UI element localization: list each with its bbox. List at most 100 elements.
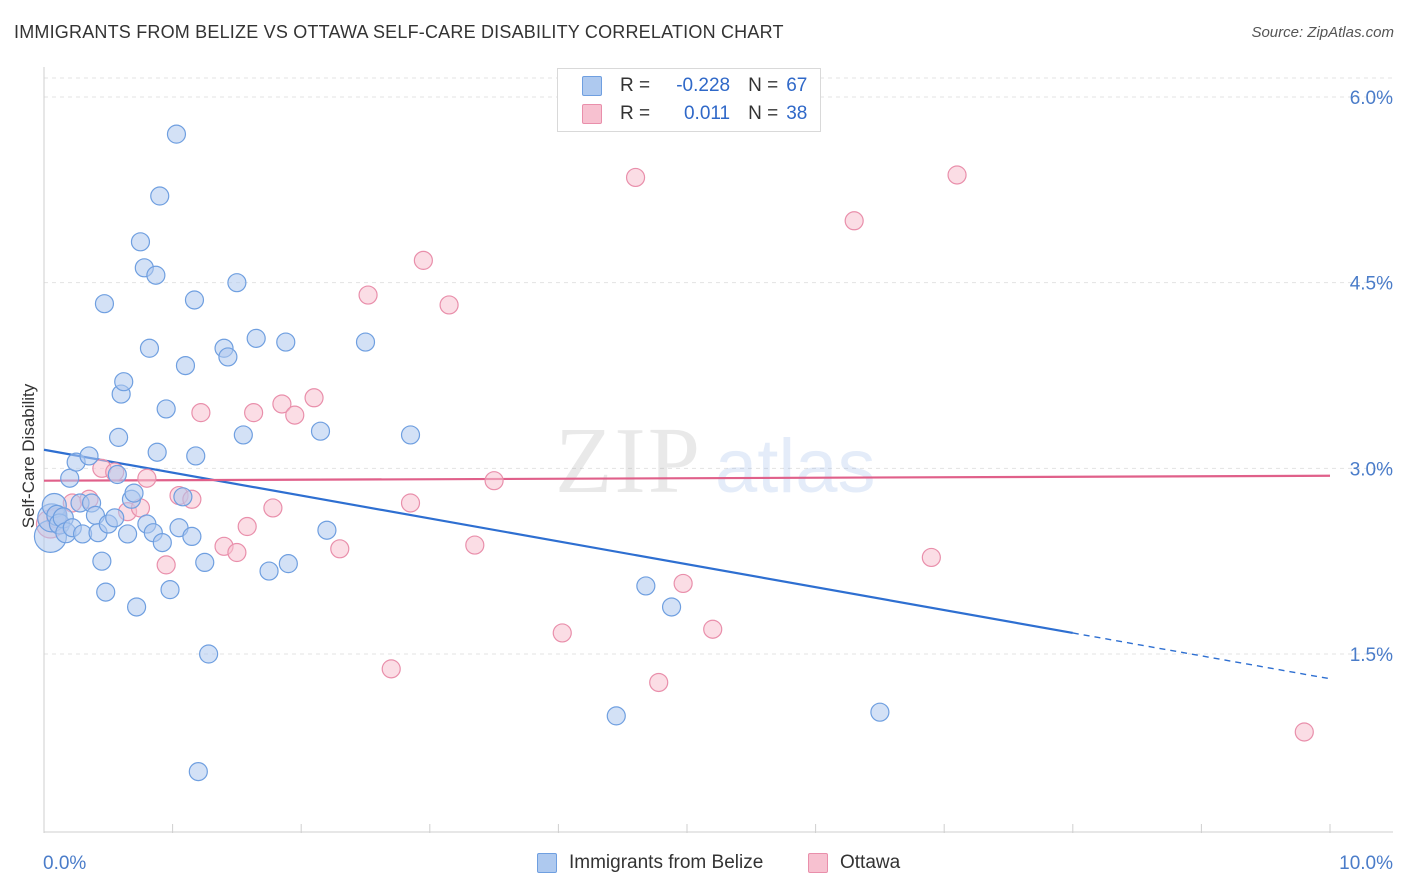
belize-point xyxy=(156,399,176,419)
belize-point xyxy=(96,582,116,602)
ottawa-point xyxy=(191,403,211,423)
watermark: ZIP atlas xyxy=(555,409,876,513)
belize-point xyxy=(184,290,205,310)
belize-point xyxy=(188,761,208,782)
belize-point xyxy=(400,425,421,445)
belize-point xyxy=(152,532,172,553)
ottawa-point xyxy=(413,250,433,270)
belize-point xyxy=(186,446,206,466)
source-label: Source: ZipAtlas.com xyxy=(1251,24,1394,41)
belize-point xyxy=(870,702,890,722)
trendlines xyxy=(43,448,1331,680)
ottawa-point xyxy=(358,285,378,305)
belize-point xyxy=(126,597,147,617)
belize-point xyxy=(114,372,134,392)
bottom-legend-label-belize: Immigrants from Belize xyxy=(569,852,764,873)
belize-point xyxy=(130,232,151,252)
ottawa-point xyxy=(227,542,247,563)
belize-point xyxy=(636,576,656,596)
belize-point xyxy=(355,332,376,352)
belize-point xyxy=(160,580,180,600)
legend: R = -0.228 N = 67 R = 0.011 N = 38 xyxy=(557,68,821,132)
legend-r-value: 0.011 xyxy=(683,103,731,124)
belize-point xyxy=(246,328,266,348)
belize-point xyxy=(259,561,279,581)
ottawa-point xyxy=(381,659,401,679)
belize-point xyxy=(661,597,682,617)
trendline-belize-extension xyxy=(1072,632,1331,680)
ottawa-point xyxy=(649,672,669,693)
x-tick-label-max: 10.0% xyxy=(1339,853,1393,874)
ottawa-point xyxy=(947,165,967,185)
belize-point xyxy=(227,273,247,293)
belize-point xyxy=(92,551,112,571)
ottawa-point xyxy=(272,394,292,414)
y-axis-title: Self-Care Disability xyxy=(19,383,38,528)
ottawa-point xyxy=(263,498,283,518)
ottawa-point xyxy=(625,167,646,188)
bottom-legend-ottawa: Ottawa xyxy=(808,852,900,874)
legend-n-value: 38 xyxy=(786,103,808,124)
legend-r-label: R = xyxy=(620,103,651,124)
y-tick-label: 6.0% xyxy=(1350,88,1393,109)
belize-point xyxy=(146,265,166,285)
ottawa-point xyxy=(484,471,504,491)
legend-r-label: R = xyxy=(620,75,651,96)
bottom-legend-label-ottawa: Ottawa xyxy=(840,852,901,873)
trendline-ottawa xyxy=(43,474,1331,482)
legend-n-label: N = xyxy=(748,75,779,96)
legend-row-ottawa: R = 0.011 N = 38 xyxy=(582,101,807,127)
belize-point xyxy=(60,468,80,488)
belize-point xyxy=(310,421,331,441)
belize-point xyxy=(94,294,115,314)
legend-swatch-ottawa xyxy=(582,104,602,124)
belize-point xyxy=(173,487,193,507)
gridlines xyxy=(44,77,1393,655)
ottawa-point xyxy=(1294,722,1314,742)
belize-point xyxy=(124,483,144,503)
legend-n-value: 67 xyxy=(786,75,808,96)
legend-row-belize: R = -0.228 N = 67 xyxy=(582,73,807,99)
ottawa-point xyxy=(237,516,257,537)
ottawa-point xyxy=(552,623,572,643)
belize-point xyxy=(195,552,215,573)
belize-point xyxy=(606,706,626,726)
axes: 1.5% 3.0% 4.5% 6.0% xyxy=(43,67,1393,833)
belize-point xyxy=(108,427,129,447)
belize-point xyxy=(166,124,187,144)
belize-point xyxy=(107,464,127,485)
legend-r-value: -0.228 xyxy=(676,75,731,96)
belize-point xyxy=(233,425,253,445)
x-tick-label-min: 0.0% xyxy=(43,853,86,874)
ottawa-point xyxy=(285,405,305,425)
belize-point xyxy=(278,554,298,574)
belize-point xyxy=(218,347,238,367)
belize-point xyxy=(150,186,170,206)
ottawa-point xyxy=(137,468,157,488)
belize-point xyxy=(276,332,296,352)
belize-points xyxy=(33,124,890,782)
belize-point xyxy=(139,338,160,358)
belize-point xyxy=(317,520,337,540)
bottom-legend-swatch-belize xyxy=(537,853,557,873)
ottawa-point xyxy=(156,555,176,575)
bottom-legend-swatch-ottawa xyxy=(808,853,828,873)
watermark-atlas: atlas xyxy=(715,424,876,509)
y-tick-label: 3.0% xyxy=(1350,459,1393,480)
legend-n-label: N = xyxy=(748,103,779,124)
ottawa-point xyxy=(844,211,864,231)
belize-point xyxy=(105,508,125,528)
belize-point xyxy=(117,524,138,544)
legend-swatch-belize xyxy=(582,76,602,96)
ottawa-point xyxy=(304,388,324,408)
ottawa-point xyxy=(921,547,941,568)
ottawa-point xyxy=(400,493,421,513)
ottawa-point xyxy=(439,295,459,315)
watermark-zip: ZIP xyxy=(555,409,702,513)
belize-point xyxy=(199,644,219,664)
y-tick-label: 1.5% xyxy=(1350,645,1393,666)
belize-point xyxy=(147,442,167,462)
belize-point xyxy=(182,526,202,547)
y-tick-label: 4.5% xyxy=(1350,274,1393,295)
